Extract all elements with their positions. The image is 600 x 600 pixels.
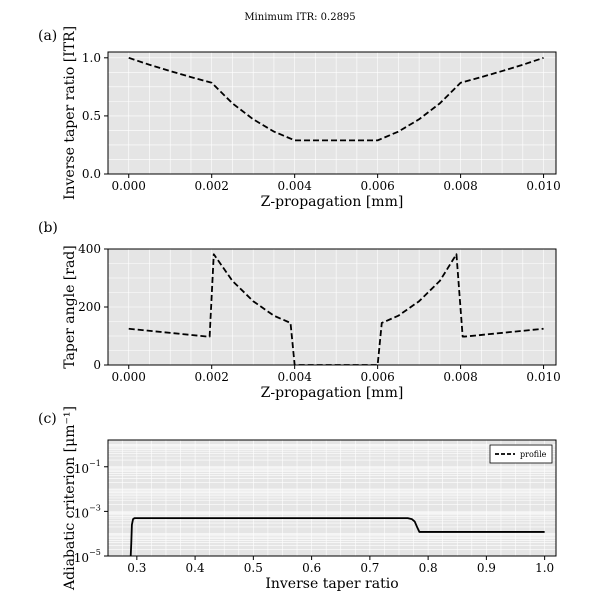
x-tick-label: 0.3: [127, 561, 146, 575]
y-axis-label: Inverse taper ratio [ITR]: [62, 26, 78, 200]
x-tick-label: 0.002: [195, 370, 229, 384]
plot-area: [108, 52, 556, 174]
y-tick-exponent: −1: [89, 459, 101, 468]
x-tick-label: 0.002: [195, 179, 229, 193]
chart-panel-a: 0.000 0.002 0.004 0.006 0.008 0.010 0.0 0.5 1.0 Z…: [38, 26, 561, 210]
y-tick-exponent: −5: [89, 548, 101, 557]
x-tick-label: 0.006: [360, 179, 394, 193]
y-tick-label: 1.0: [82, 51, 101, 65]
panel-label: (b): [38, 220, 58, 236]
x-tick-label: 0.010: [526, 370, 560, 384]
legend-label: profile: [520, 450, 547, 459]
grid: [108, 52, 556, 174]
series-line: [128, 56, 544, 142]
x-tick-label: 0.008: [443, 370, 477, 384]
series-line: [129, 517, 545, 556]
y-axis-label: Adiabatic criterion [μm⁻¹]: [62, 406, 78, 591]
panel-label: (c): [38, 411, 57, 427]
series-line: [128, 253, 544, 365]
figure-title: Minimum ITR: 0.2895: [244, 12, 355, 23]
x-tick-label: 0.9: [477, 561, 496, 575]
y-tick-label: 0: [93, 358, 101, 372]
x-tick-label: 0.4: [186, 561, 205, 575]
x-tick-label: 0.000: [112, 370, 146, 384]
legend: profile: [489, 444, 553, 464]
y-tick-label: 0.0: [82, 167, 101, 181]
y-tick-label: 10: [74, 551, 89, 565]
x-tick-label: 0.8: [419, 561, 438, 575]
legend-box: [489, 444, 553, 464]
chart-panel-b: 0.000 0.002 0.004 0.006 0.008 0.010 0 200 400 Z-p…: [38, 220, 561, 401]
x-tick-label: 0.004: [277, 179, 312, 193]
grid: [108, 249, 556, 365]
chart-panel-c: 0.3 0.4 0.5 0.6 0.7 0.8 0.9 1.010−510−310 −1Inve…: [38, 406, 557, 592]
y-tick-label: 200: [78, 300, 101, 314]
x-tick-label: 0.6: [302, 561, 321, 575]
x-tick-label: 1.0: [535, 561, 554, 575]
x-tick-label: 0.000: [112, 179, 146, 193]
y-tick-label: 10: [74, 506, 89, 520]
x-axis-label: Inverse taper ratio: [265, 576, 398, 592]
panel-label: (a): [38, 28, 57, 44]
x-tick-label: 0.006: [360, 370, 394, 384]
y-tick-label: 10: [74, 462, 89, 476]
x-axis-label: Z-propagation [mm]: [261, 385, 404, 401]
x-tick-label: 0.010: [526, 179, 560, 193]
y-axis-label: Taper angle [rad]: [62, 245, 78, 368]
x-tick-label: 0.004: [277, 370, 312, 384]
x-tick-label: 0.008: [443, 179, 477, 193]
y-tick-label: 0.5: [82, 109, 101, 123]
x-tick-label: 0.7: [360, 561, 379, 575]
y-tick-exponent: −3: [89, 503, 101, 512]
x-axis-label: Z-propagation [mm]: [261, 194, 404, 210]
axes-frame: [107, 51, 557, 175]
y-tick-label: 400: [78, 242, 101, 256]
x-tick-label: 0.5: [244, 561, 263, 575]
axes-frame: [107, 439, 557, 557]
grid: [108, 440, 556, 556]
